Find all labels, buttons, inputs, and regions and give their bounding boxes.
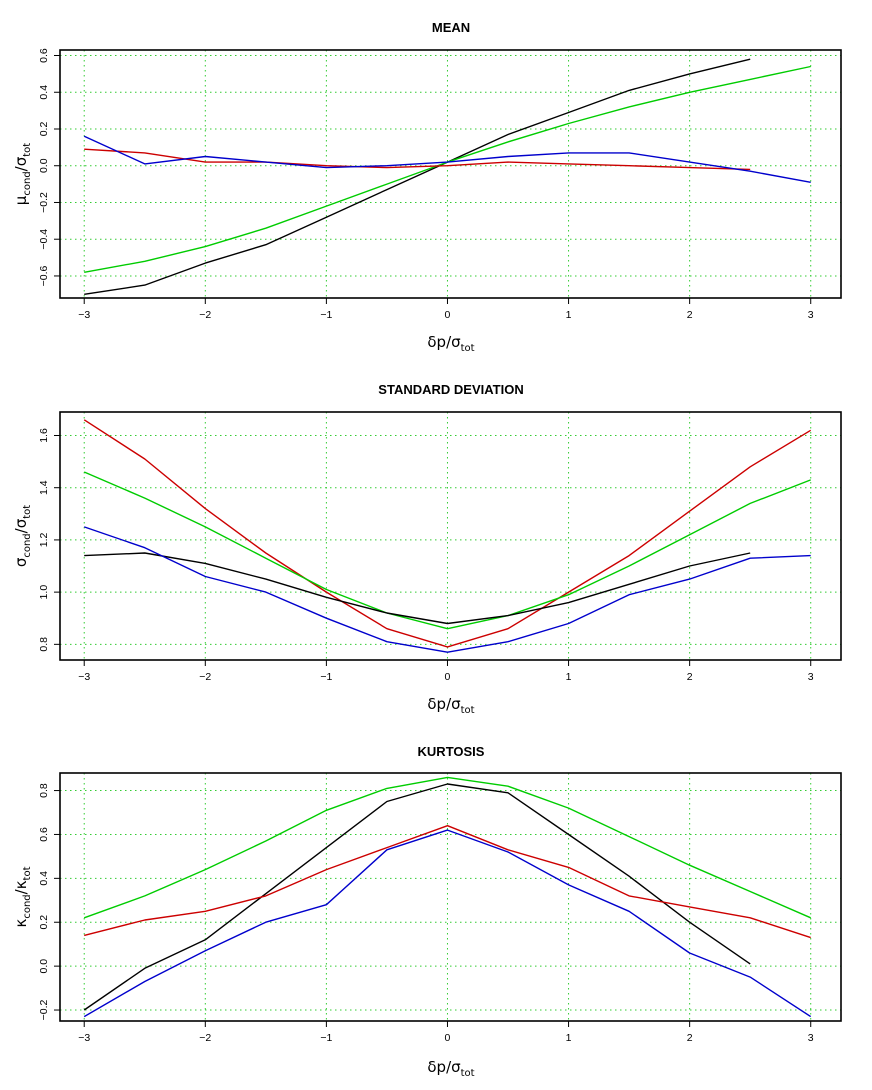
x-tick-label: −2 [199,1032,211,1044]
panel-kurtosis: KURTOSIS −3 −2 −1 0 1 2 3 −0.20.00.20.40.60.8 … [12,744,842,1079]
panel-standard-deviation: STANDARD DEVIATION −3 −2 −1 0 1 2 3 0.8 1.0 1.2 1… [12,382,842,716]
x-axis-label: δp/σtot [427,333,474,354]
panel-mean: MEAN −3 −2 −1 0 1 2 3 −0.6 −0.4 −0.2 0.0 0.2 0.4 0.6… [12,20,842,354]
y-axis: −0.6 −0.4 −0.2 0.0 0.2 0.4 0.6 [38,48,60,286]
x-axis: −3 −2 −1 0 1 2 3 [78,298,814,321]
y-tick-label: 0.4 [38,85,50,100]
y-tick-label: 1.0 [38,585,50,600]
x-tick-label: −3 [78,1032,90,1044]
x-tick-label: 1 [566,309,572,321]
series-line [83,526,811,653]
y-tick-label: 1.4 [38,480,50,495]
x-tick-label: 0 [445,309,451,321]
y-axis-label: μcond/σtot [12,143,33,205]
y-tick-label: 0.6 [38,827,50,842]
x-tick-label: −1 [320,1032,332,1044]
y-tick-label: −0.4 [38,229,50,250]
x-tick-label: 0 [445,1032,451,1044]
x-tick-label: −2 [199,671,211,683]
x-axis-label: δp/σtot [427,1058,474,1079]
series-line [83,829,812,1018]
chart-title: STANDARD DEVIATION [378,382,523,397]
x-tick-label: 1 [566,1032,572,1044]
x-tick-label: −3 [78,671,90,683]
series-line [83,419,812,648]
y-tick-label: 0.6 [38,48,50,63]
x-tick-label: −1 [320,309,332,321]
series-line [83,776,811,919]
x-tick-label: −2 [199,309,211,321]
y-tick-label: 0.8 [38,783,50,798]
x-tick-label: 3 [808,1032,814,1044]
series-line [84,825,811,939]
x-tick-label: 1 [566,671,572,683]
y-tick-label: 0.4 [38,871,50,886]
x-tick-label: 2 [687,309,693,321]
x-tick-label: 2 [687,1032,693,1044]
x-tick-label: 3 [808,309,814,321]
x-tick-label: 2 [687,671,693,683]
x-axis: −3 −2 −1 0 1 2 3 [78,660,814,683]
y-axis: −0.2 0.0 0.2 0.4 0.6 0.8 [38,783,60,1020]
y-tick-label: 1.6 [38,428,50,443]
x-tick-label: −1 [320,671,332,683]
series-layer [83,419,812,653]
series-line [83,783,751,1011]
series-line [83,135,811,183]
y-tick-label: 0.8 [38,637,50,652]
y-axis: 0.8 1.0 1.2 1.4 1.6 [38,428,60,652]
series-layer [83,776,812,1018]
x-axis: −3 −2 −1 0 1 2 3 [78,1021,814,1044]
series-line [84,552,751,625]
series-line [84,58,751,295]
y-tick-label: −0.2 [38,192,50,213]
y-tick-label: 0.2 [38,915,50,930]
plot-frame [59,49,842,299]
series-layer [83,58,811,295]
y-tick-label: 0.0 [38,959,50,974]
y-tick-label: −0.2 [38,1000,50,1021]
y-axis-label: κcond/κtot [12,866,33,927]
y-tick-label: 1.2 [38,532,50,547]
plot-frame [59,411,842,661]
grid [60,412,841,660]
chart-title: KURTOSIS [418,744,485,759]
x-tick-label: 0 [445,671,451,683]
plot-frame [59,772,842,1022]
series-line [83,471,811,630]
grid [60,50,841,298]
x-axis-label: δp/σtot [427,695,474,716]
x-tick-label: 3 [808,671,814,683]
y-tick-label: 0.2 [38,122,50,137]
x-tick-label: −3 [78,309,90,321]
chart-title: MEAN [432,20,470,35]
y-tick-label: 0.0 [38,158,50,173]
series-line [84,148,751,171]
y-tick-label: −0.6 [38,265,50,286]
grid [60,773,841,1021]
y-axis-label: σcond/σtot [12,505,33,567]
